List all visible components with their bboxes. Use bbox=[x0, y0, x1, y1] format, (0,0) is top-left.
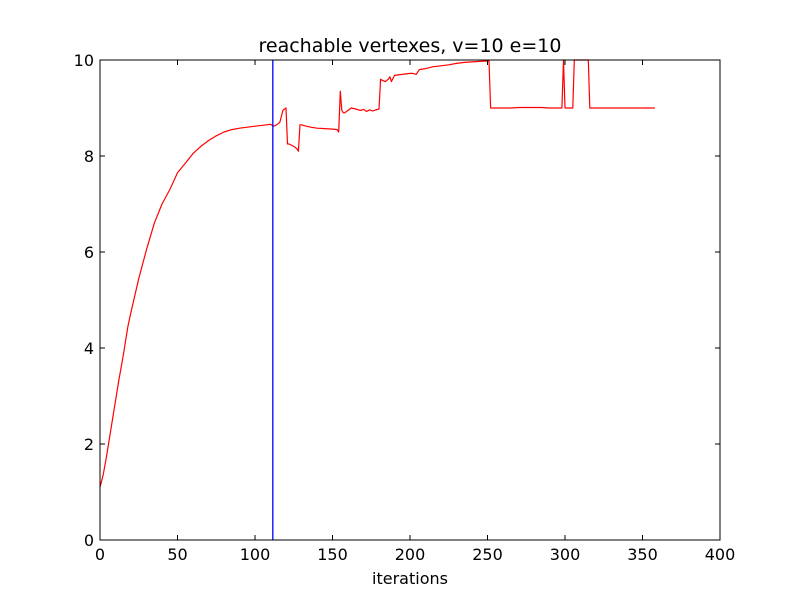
x-tick-label: 150 bbox=[317, 545, 348, 564]
series-line-0 bbox=[99, 59, 655, 488]
x-tick-label: 350 bbox=[627, 545, 658, 564]
y-tick-label: 4 bbox=[84, 339, 94, 358]
x-tick-label: 300 bbox=[550, 545, 581, 564]
y-tick-label: 2 bbox=[84, 435, 94, 454]
y-tick-label: 6 bbox=[84, 243, 94, 262]
x-tick-label: 0 bbox=[95, 545, 105, 564]
x-tick-label: 250 bbox=[472, 545, 503, 564]
y-tick-label: 8 bbox=[84, 147, 94, 166]
axis-ticks: 0 50 100 150 200 250 300 350 400 0 2 4 6 8 10 bbox=[74, 51, 736, 564]
x-tick-label: 50 bbox=[167, 545, 187, 564]
chart-title: reachable vertexes, v=10 e=10 bbox=[259, 35, 562, 57]
y-tick-label: 10 bbox=[74, 51, 94, 70]
x-tick-label: 100 bbox=[240, 545, 271, 564]
x-tick-label: 200 bbox=[395, 545, 426, 564]
x-axis-label: iterations bbox=[372, 569, 448, 588]
x-tick-label: 400 bbox=[705, 545, 736, 564]
plot-area bbox=[99, 59, 655, 540]
y-tick-label: 0 bbox=[84, 531, 94, 550]
axes-frame bbox=[99, 59, 721, 541]
